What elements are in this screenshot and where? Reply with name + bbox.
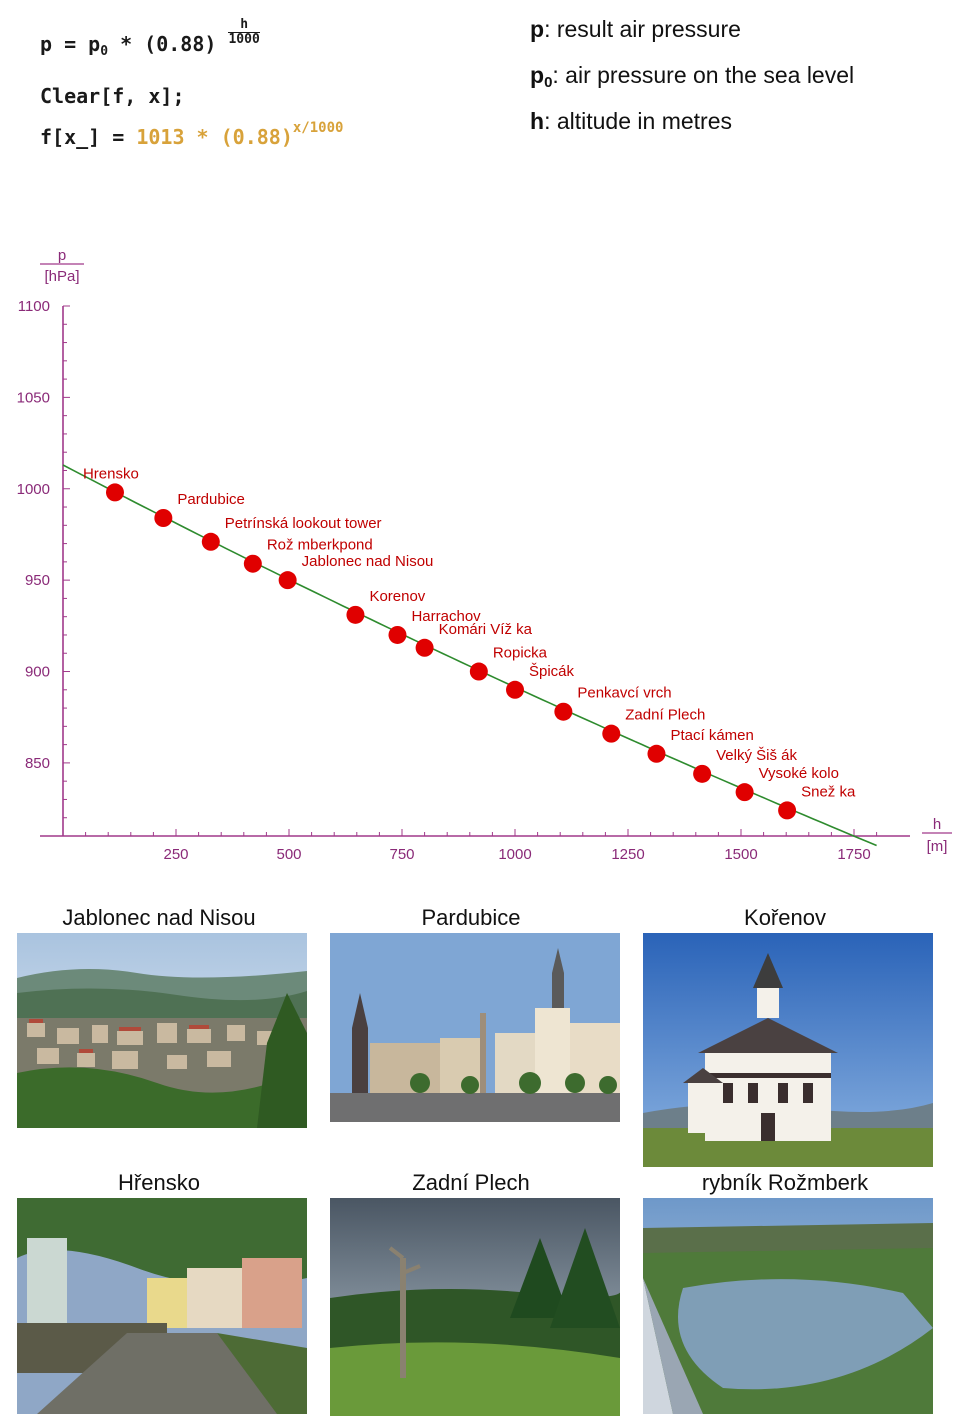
photo-title-korenov: Kořenov xyxy=(744,905,826,930)
data-point-label: Vysoké kolo xyxy=(759,765,839,782)
x-tick-label: 500 xyxy=(276,846,301,863)
formula-general: p = p0 * (0.88) h 1000 xyxy=(40,18,260,59)
formula-lhs: p = p xyxy=(40,32,101,56)
data-point-label: Velký Šiš ák xyxy=(716,747,797,764)
y-tick-label: 1100 xyxy=(18,298,50,315)
y-tick-label: 1000 xyxy=(17,481,50,498)
y-tick-label: 950 xyxy=(25,572,50,589)
data-point-label: Komári Víž ka xyxy=(439,621,533,638)
data-point xyxy=(243,554,262,573)
photo-title-zadni-plech: Zadní Plech xyxy=(412,1170,530,1195)
x-tick-label: 1500 xyxy=(724,846,757,863)
legend-text: : altitude in metres xyxy=(544,108,732,134)
x-axis-label: h xyxy=(933,816,941,833)
y-tick-label: 1050 xyxy=(17,389,50,406)
chart-curve-layer xyxy=(62,464,877,847)
data-point xyxy=(105,483,124,502)
x-tick-label: 250 xyxy=(163,846,188,863)
legend-p: p: result air pressure xyxy=(530,16,741,43)
y-tick-label: 900 xyxy=(25,664,50,681)
legend-text: : air pressure on the sea level xyxy=(552,62,855,88)
photo-pardubice xyxy=(330,933,620,1122)
data-point xyxy=(735,783,754,802)
chart-points-layer: Hrensko Pardubice Petrínská lookout tower R… xyxy=(83,465,856,820)
data-point-label: Ropicka xyxy=(493,645,548,662)
data-point xyxy=(388,625,407,644)
y-tick-label: 850 xyxy=(25,755,50,772)
data-point xyxy=(154,509,173,527)
data-point xyxy=(693,764,712,783)
formula-exponent-fraction: h 1000 xyxy=(228,18,260,47)
formula-base: * (0.88) xyxy=(108,32,217,56)
data-point xyxy=(602,724,621,743)
photo-title-pardubice: Pardubice xyxy=(421,905,521,930)
data-point-label: Jablonec nad Nisou xyxy=(302,553,434,570)
photo-title-rozmberk: rybník Rožmberk xyxy=(701,1170,869,1195)
photo-hrensko xyxy=(17,1198,307,1414)
data-point-label: Pardubice xyxy=(177,491,245,508)
pressure-altitude-chart: 250 500 750 1000 1250 1500 1750 850 900 950 1000 10… xyxy=(17,247,952,863)
formula-def-exponent: x/1000 xyxy=(292,120,344,136)
data-point-label: Petrínská lookout tower xyxy=(225,515,382,532)
x-tick-label: 1250 xyxy=(611,846,644,863)
data-point-label: Hrensko xyxy=(83,465,139,482)
data-point-label: Špicák xyxy=(529,663,575,680)
x-tick-label: 1000 xyxy=(498,846,531,863)
photo-jablonec xyxy=(17,933,307,1128)
data-point xyxy=(506,680,524,699)
data-point-label: Korenov xyxy=(369,588,425,605)
formula-definition: f[x_] = 1013 * (0.88)x/1000 xyxy=(40,120,343,149)
exponent-denominator: 1000 xyxy=(228,32,260,47)
formula-subscript: 0 xyxy=(100,44,109,59)
photo-korenov xyxy=(643,933,933,1167)
data-point-label: Harrachov xyxy=(411,608,481,625)
legend-symbol: p xyxy=(530,62,545,88)
data-point xyxy=(346,605,365,624)
data-point-label: Zadní Plech xyxy=(625,707,705,724)
data-point xyxy=(469,662,488,681)
exponent-numerator: h xyxy=(228,18,260,33)
photo-title-hrensko: Hřensko xyxy=(118,1170,200,1195)
data-point xyxy=(554,702,573,721)
data-point-label: Snež ka xyxy=(801,783,856,800)
legend-symbol: p xyxy=(530,16,545,42)
data-point xyxy=(201,532,220,551)
photo-rozmberk xyxy=(643,1198,933,1414)
data-point xyxy=(278,571,297,590)
formula-def-lhs: f[x_] = xyxy=(40,125,137,149)
data-point-label: Penkavcí vrch xyxy=(577,685,671,702)
legend-h: h: altitude in metres xyxy=(530,108,732,135)
formula-def-rhs: 1013 * (0.88) xyxy=(136,125,293,149)
y-axis-unit: [hPa] xyxy=(44,268,79,285)
data-point-label: Ptací kámen xyxy=(670,727,753,744)
data-point xyxy=(778,801,797,820)
legend-subscript: 0 xyxy=(544,74,553,91)
x-axis-unit: [m] xyxy=(927,838,948,855)
y-axis-label: p xyxy=(58,247,66,264)
pressure-curve xyxy=(62,464,877,847)
data-point-label: Rož mberkpond xyxy=(267,537,373,554)
legend-p0: p0: air pressure on the sea level xyxy=(530,62,854,91)
x-tick-label: 750 xyxy=(389,846,414,863)
legend-symbol: h xyxy=(530,108,545,134)
chart-axes: 250 500 750 1000 1250 1500 1750 850 900 950 1000 10… xyxy=(17,298,910,863)
legend-text: : result air pressure xyxy=(544,16,741,42)
formula-clear-command: Clear[f, x]; xyxy=(40,84,185,108)
data-point xyxy=(415,638,434,657)
x-tick-label: 1750 xyxy=(837,846,870,863)
photo-zadni-plech xyxy=(330,1198,620,1416)
data-point xyxy=(647,744,666,763)
photo-title-jablonec: Jablonec nad Nisou xyxy=(62,905,256,930)
